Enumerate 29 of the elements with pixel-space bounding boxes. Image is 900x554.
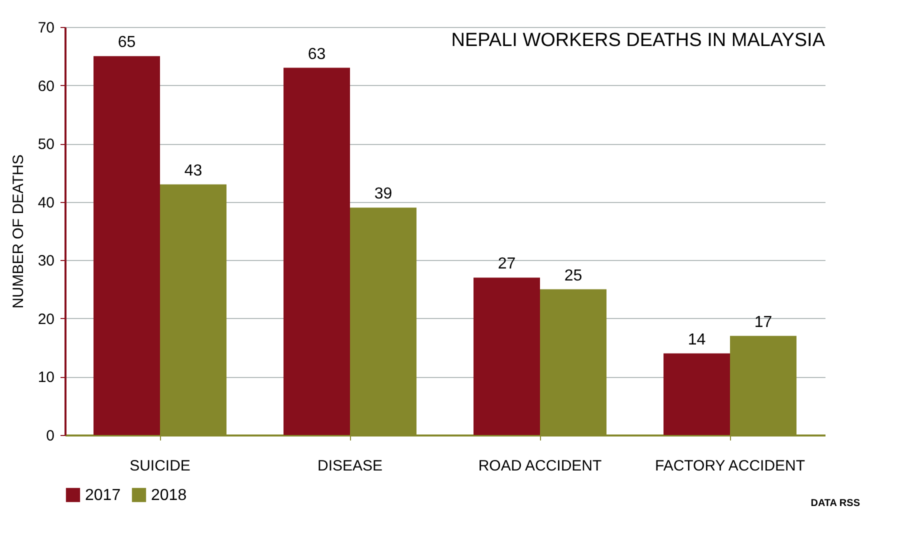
- bar: [474, 278, 540, 435]
- legend-label: 2018: [151, 487, 187, 504]
- text: DATA RSS: [810, 498, 860, 509]
- bar: [284, 68, 350, 435]
- data-label: 65: [118, 34, 136, 52]
- y-tick-label: 30: [38, 252, 54, 270]
- data-label: 63: [308, 46, 326, 63]
- x-tick-label: ROAD ACCIDENT: [478, 458, 602, 474]
- data-label: 43: [184, 162, 202, 180]
- y-tick-label: 0: [46, 428, 54, 444]
- chart-title: NEPALI WORKERS DEATHS IN MALAYSIA: [451, 30, 826, 51]
- y-axis-title: NUMBER OF DEATHS: [10, 154, 27, 308]
- data-label: 25: [564, 267, 582, 284]
- bar: [94, 56, 160, 435]
- y-tick-label: 10: [38, 369, 54, 386]
- bar: [664, 353, 730, 435]
- data-label: 27: [498, 256, 516, 273]
- y-tick-label: 40: [38, 194, 54, 212]
- y-tick-label: 20: [38, 310, 54, 328]
- x-tick-label: SUICIDE: [130, 458, 190, 474]
- y-tick-label: 50: [38, 136, 54, 154]
- y-tick-label: 70: [38, 20, 54, 36]
- y-tick-label: 60: [38, 78, 54, 95]
- x-tick-label: DISEASE: [317, 458, 383, 474]
- data-label: 17: [754, 314, 772, 331]
- legend-label: 2017: [85, 487, 121, 504]
- data-label: 39: [374, 186, 392, 203]
- x-tick-label: FACTORY ACCIDENT: [654, 458, 806, 474]
- data-label: 14: [688, 331, 706, 348]
